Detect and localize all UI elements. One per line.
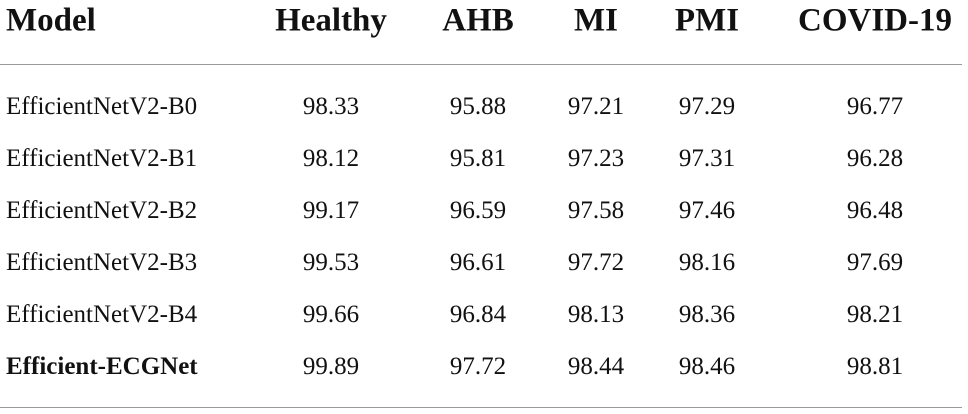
model-name: EfficientNetV2-B0 xyxy=(6,93,198,120)
bottom-rule xyxy=(0,407,962,408)
table-cell: 97.23 xyxy=(567,145,625,172)
table-cell: 98.21 xyxy=(846,301,904,328)
column-header: MI xyxy=(574,2,618,39)
table-cell: 95.88 xyxy=(449,93,507,120)
header-rule xyxy=(0,64,962,65)
table-cell: 96.61 xyxy=(449,249,507,276)
column-header: COVID-19 xyxy=(798,2,952,39)
table-cell: 97.72 xyxy=(449,353,507,380)
table-cell: 97.46 xyxy=(678,197,736,224)
table-cell: 98.46 xyxy=(678,353,736,380)
column-header: Healthy xyxy=(275,2,387,39)
model-name: EfficientNetV2-B3 xyxy=(6,249,198,276)
table-cell: 99.66 xyxy=(302,301,360,328)
table-cell: 99.89 xyxy=(302,353,360,380)
table-cell: 98.44 xyxy=(567,353,625,380)
table-cell: 97.69 xyxy=(846,249,904,276)
table-cell: 96.84 xyxy=(449,301,507,328)
table-cell: 97.58 xyxy=(567,197,625,224)
column-header: AHB xyxy=(442,2,514,39)
table-cell: 98.81 xyxy=(846,353,904,380)
table-cell: 95.81 xyxy=(449,145,507,172)
column-header: Model xyxy=(6,2,96,39)
table-cell: 97.31 xyxy=(678,145,736,172)
table-cell: 96.28 xyxy=(846,145,904,172)
table-cell: 98.33 xyxy=(302,93,360,120)
table-cell: 98.16 xyxy=(678,249,736,276)
model-name: Efficient-ECGNet xyxy=(6,353,198,380)
table-cell: 98.36 xyxy=(678,301,736,328)
table-cell: 99.17 xyxy=(302,197,360,224)
model-name: EfficientNetV2-B4 xyxy=(6,301,198,328)
table-cell: 96.77 xyxy=(846,93,904,120)
table-cell: 96.48 xyxy=(846,197,904,224)
table-cell: 98.12 xyxy=(302,145,360,172)
model-name: EfficientNetV2-B1 xyxy=(6,145,198,172)
table-cell: 96.59 xyxy=(449,197,507,224)
table-cell: 97.72 xyxy=(567,249,625,276)
table-cell: 98.13 xyxy=(567,301,625,328)
column-header: PMI xyxy=(674,2,740,39)
table-cell: 99.53 xyxy=(302,249,360,276)
table-cell: 97.21 xyxy=(567,93,625,120)
model-name: EfficientNetV2-B2 xyxy=(6,197,198,224)
table-cell: 97.29 xyxy=(678,93,736,120)
